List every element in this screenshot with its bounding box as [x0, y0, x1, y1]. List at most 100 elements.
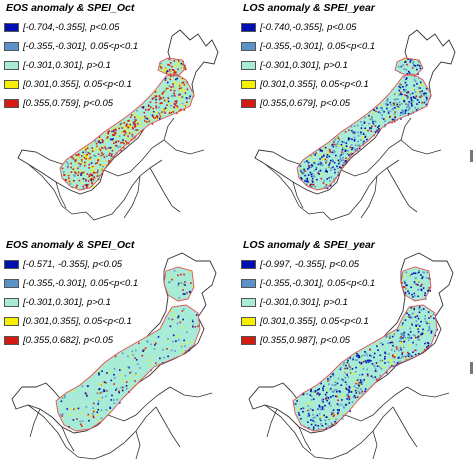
pixel-cell [352, 396, 355, 399]
pixel-cell [341, 141, 344, 143]
pixel-cell [418, 101, 420, 104]
pixel-cell [122, 146, 125, 149]
pixel-cell [88, 419, 90, 422]
pixel-cell [364, 116, 366, 119]
pixel-cell [428, 327, 431, 329]
pixel-cell [378, 110, 380, 113]
pixel-cell [390, 104, 392, 106]
pixel-cell [113, 377, 116, 379]
pixel-cell [173, 103, 176, 105]
pixel-cell [402, 333, 405, 335]
pixel-cell [346, 153, 349, 155]
pixel-cell [351, 130, 353, 132]
pixel-cell [148, 120, 151, 123]
pixel-cell [400, 111, 402, 114]
pixel-cell [190, 282, 192, 284]
pixel-cell [175, 340, 177, 342]
pixel-cell [177, 62, 179, 64]
pixel-cell [297, 412, 300, 414]
legend-swatch [241, 336, 256, 345]
pixel-cell [131, 131, 134, 133]
pixel-cell [394, 115, 397, 118]
pixel-cell [97, 403, 100, 406]
pixel-cell [309, 165, 312, 167]
pixel-cell [174, 104, 177, 106]
pixel-cell [397, 98, 399, 100]
pixel-cell [406, 91, 408, 94]
pixel-cell [400, 102, 403, 105]
pixel-cell [186, 331, 188, 334]
pixel-cell [354, 131, 357, 134]
pixel-cell [355, 359, 358, 361]
pixel-cell [152, 116, 155, 119]
pixel-cell [313, 175, 316, 178]
pixel-cell [321, 406, 324, 408]
pixel-cell [119, 145, 121, 148]
pixel-cell [394, 107, 396, 109]
pixel-cell [403, 88, 405, 91]
pixel-cell [171, 110, 173, 112]
pixel-cell [332, 145, 334, 148]
pixel-cell [173, 89, 176, 92]
pixel-cell [298, 413, 300, 415]
pixel-cell [400, 84, 403, 86]
pixel-cell [107, 131, 109, 133]
pixel-cell [185, 97, 188, 99]
pixel-cell [409, 331, 412, 333]
pixel-cell [82, 171, 85, 174]
pixel-cell [108, 371, 111, 373]
pixel-cell [413, 307, 415, 310]
pixel-cell [422, 287, 425, 289]
province-boundary [103, 139, 165, 177]
pixel-cell [347, 359, 349, 362]
legend-label: [0.301,0.355], 0.05<p<0.1 [260, 316, 369, 327]
pixel-cell [306, 415, 309, 418]
pixel-cell [141, 106, 143, 108]
pixel-cell [348, 399, 350, 401]
pixel-cell [66, 166, 69, 169]
pixel-cell [329, 151, 331, 153]
pixel-cell [166, 108, 168, 111]
pixel-cell [412, 111, 414, 113]
pixel-cell [120, 130, 122, 133]
pixel-cell [106, 155, 108, 158]
legend-item: [-0.301,0.301], p>0.1 [241, 293, 375, 312]
pixel-cell [154, 344, 156, 346]
pixel-cell [345, 149, 347, 152]
pixel-cell [175, 101, 178, 103]
pixel-cell [414, 336, 417, 339]
pixel-cell [312, 419, 314, 422]
pixel-cell [391, 349, 393, 351]
pixel-cell [425, 103, 428, 106]
pixel-cell [307, 161, 310, 164]
pixel-cell [413, 76, 416, 78]
pixel-cell [109, 406, 111, 409]
pixel-cell [189, 103, 191, 106]
pixel-cell [91, 154, 93, 157]
pixel-cell [387, 110, 390, 112]
pixel-cell [182, 318, 184, 321]
pixel-cell [172, 340, 174, 343]
pixel-cell [328, 383, 330, 385]
pixel-cell [361, 390, 363, 393]
pixel-cell [360, 131, 362, 134]
pixel-cell [384, 362, 386, 364]
pixel-cell [108, 154, 110, 156]
pixel-cell [146, 118, 149, 120]
pixel-cell [125, 381, 128, 383]
pixel-cell [380, 342, 382, 344]
pixel-cell [186, 101, 188, 103]
pixel-cell [129, 123, 131, 126]
study-region-outline [59, 73, 195, 191]
pixel-cell [332, 412, 334, 414]
pixel-cell [314, 162, 316, 165]
pixel-cell [155, 342, 157, 345]
pixel-cell [336, 165, 338, 168]
pixel-cell [320, 408, 322, 411]
pixel-cell [159, 113, 161, 116]
pixel-cell [373, 356, 375, 359]
pixel-cell [325, 161, 327, 164]
pixel-cell [148, 359, 151, 362]
province-boundary [400, 139, 442, 155]
pixel-cell [322, 398, 324, 401]
